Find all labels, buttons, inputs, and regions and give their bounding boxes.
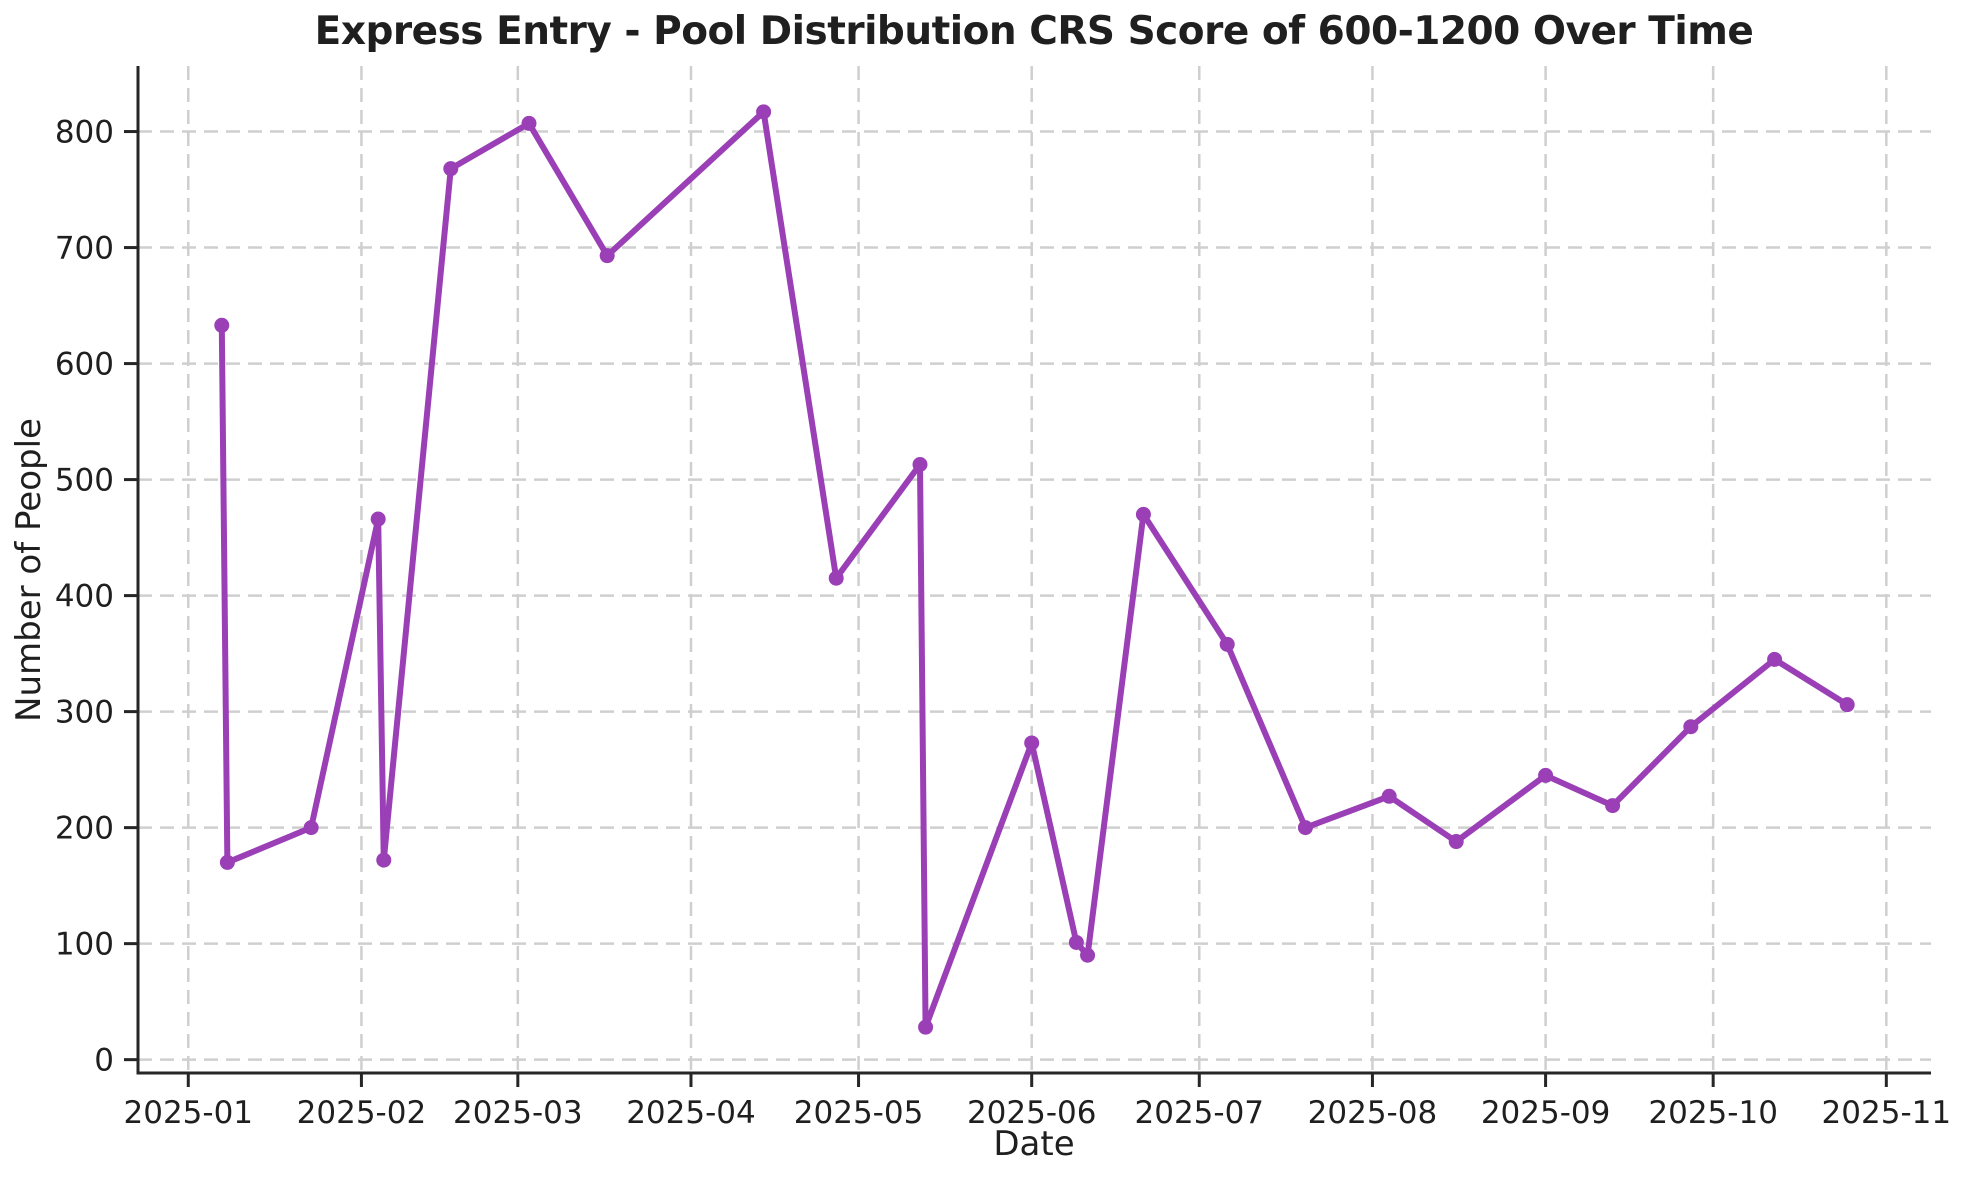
y-tick-label: 700: [55, 231, 114, 267]
data-point-marker: [370, 511, 386, 527]
x-tick-label: 2025-08: [1308, 1095, 1438, 1131]
y-axis-label: Number of People: [9, 418, 49, 722]
data-point-marker: [1219, 636, 1235, 652]
x-axis-label: Date: [993, 1124, 1074, 1164]
chart-title: Express Entry - Pool Distribution CRS Sc…: [315, 9, 1754, 54]
data-point-marker: [756, 104, 772, 120]
data-point-marker: [1839, 697, 1855, 713]
data-point-marker: [1024, 735, 1040, 751]
y-tick-label: 300: [55, 695, 114, 731]
data-point-marker: [1381, 788, 1397, 804]
x-tick-label: 2025-07: [1135, 1095, 1265, 1131]
y-tick-label: 600: [55, 347, 114, 383]
y-tick-label: 0: [94, 1043, 114, 1079]
data-point-marker: [918, 1019, 934, 1035]
y-tick-label: 500: [55, 463, 114, 499]
x-tick-label: 2025-06: [967, 1095, 1097, 1131]
data-point-marker: [521, 115, 537, 131]
data-point-marker: [1068, 934, 1084, 950]
x-tick-label: 2025-05: [794, 1095, 924, 1131]
data-point-marker: [1135, 506, 1151, 522]
data-point-marker: [1080, 947, 1096, 963]
y-tick-label: 100: [55, 927, 114, 963]
x-tick-label: 2025-09: [1481, 1095, 1611, 1131]
data-point-marker: [214, 317, 230, 333]
x-tick-label: 2025-01: [124, 1095, 254, 1131]
x-tick-label: 2025-04: [626, 1095, 756, 1131]
data-point-marker: [1538, 767, 1554, 783]
data-point-marker: [912, 457, 928, 473]
data-point-marker: [1605, 798, 1621, 814]
data-point-marker: [219, 854, 235, 870]
y-tick-label: 800: [55, 115, 114, 151]
data-point-marker: [1683, 719, 1699, 735]
x-tick-label: 2025-02: [297, 1095, 427, 1131]
axis-ticks: 2025-01 2025-02 2025-03 2025-04 2025-05 2025-…: [55, 115, 1951, 1131]
data-point-marker: [828, 570, 844, 586]
data-point-marker: [1448, 834, 1464, 850]
data-point-marker: [376, 852, 392, 868]
y-tick-label: 400: [55, 579, 114, 615]
axes-spines: [136, 66, 1931, 1075]
y-tick-label: 200: [55, 811, 114, 847]
x-tick-label: 2025-11: [1822, 1095, 1952, 1131]
data-point-marker: [1297, 820, 1313, 836]
line-series: [214, 104, 1855, 1035]
data-point-marker: [303, 820, 319, 836]
data-point-marker: [599, 248, 615, 264]
x-tick-label: 2025-10: [1648, 1095, 1778, 1131]
data-point-marker: [443, 161, 459, 177]
gridlines: [138, 66, 1931, 1073]
series-line: [218, 108, 1851, 1031]
x-tick-label: 2025-03: [453, 1095, 583, 1131]
data-point-marker: [1767, 651, 1783, 667]
